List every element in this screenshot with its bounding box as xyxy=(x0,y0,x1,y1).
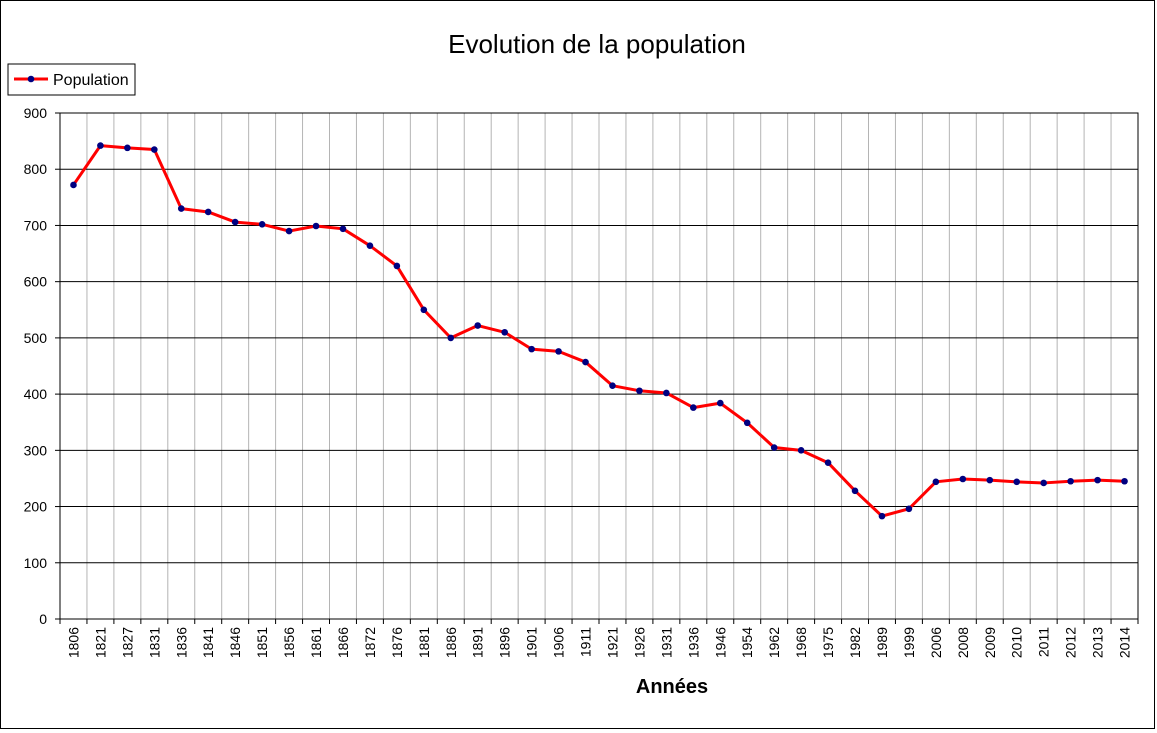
x-tick-label: 1896 xyxy=(497,627,513,658)
data-point xyxy=(986,476,994,484)
y-tick-label: 100 xyxy=(24,555,48,571)
x-tick-label: 1861 xyxy=(308,627,324,658)
data-point xyxy=(636,387,643,395)
data-point xyxy=(285,227,293,235)
data-point xyxy=(851,487,859,495)
x-tick-label: 1931 xyxy=(658,627,674,658)
data-point xyxy=(97,142,104,149)
data-point xyxy=(878,512,886,520)
data-point xyxy=(690,404,697,411)
x-tick-label: 1836 xyxy=(173,627,189,658)
data-point xyxy=(204,208,212,216)
data-point xyxy=(151,146,158,153)
x-tick-label: 1901 xyxy=(524,627,540,658)
x-tick-label: 1841 xyxy=(200,627,216,658)
data-point xyxy=(420,306,428,314)
data-point xyxy=(905,505,913,513)
data-point xyxy=(824,459,832,467)
legend-label: Population xyxy=(53,72,129,89)
data-point xyxy=(231,218,239,226)
data-point xyxy=(716,399,724,407)
data-point xyxy=(339,225,347,233)
x-tick-label: 1881 xyxy=(416,627,432,658)
x-tick-label: 1806 xyxy=(65,627,81,658)
data-point xyxy=(501,328,508,336)
data-point xyxy=(177,205,185,212)
data-point xyxy=(555,348,562,355)
data-point xyxy=(70,181,77,189)
data-point xyxy=(1094,476,1101,484)
x-tick-label: 1946 xyxy=(712,627,728,658)
data-point xyxy=(609,382,616,389)
data-point xyxy=(528,345,535,353)
data-point xyxy=(663,389,670,397)
data-point xyxy=(447,334,455,342)
x-tick-label: 1968 xyxy=(793,627,809,658)
x-tick-label: 1921 xyxy=(604,627,620,658)
x-tick-label: 1846 xyxy=(227,627,243,658)
x-tick-label: 1851 xyxy=(254,627,270,658)
x-tick-label: 1872 xyxy=(362,627,378,658)
data-point xyxy=(743,419,751,427)
x-tick-label: 2013 xyxy=(1090,627,1106,658)
x-tick-label: 1911 xyxy=(578,627,594,657)
x-tick-label: 1891 xyxy=(470,627,486,658)
x-tick-label: 2011 xyxy=(1036,627,1052,657)
data-point xyxy=(1013,478,1021,486)
x-tick-label: 1989 xyxy=(874,627,890,658)
data-point xyxy=(797,447,805,454)
y-tick-label: 600 xyxy=(24,274,48,290)
x-tick-label: 2006 xyxy=(928,627,944,658)
data-point xyxy=(474,322,482,329)
x-tick-label: 1936 xyxy=(685,627,701,658)
y-tick-label: 900 xyxy=(24,105,48,121)
x-axis-title: Années xyxy=(636,676,708,698)
x-tick-label: 1827 xyxy=(119,627,135,658)
data-point xyxy=(1121,477,1128,485)
x-tick-label: 2012 xyxy=(1063,627,1079,658)
plot-area: 0 100 200 300 400 500 600 700 800 900 1806 1821 1827… xyxy=(24,105,1139,658)
x-tick-label: 1831 xyxy=(146,627,162,658)
x-tick-label: 1954 xyxy=(739,627,755,658)
data-point xyxy=(393,262,401,270)
y-tick-label: 500 xyxy=(24,330,48,346)
x-tick-label: 2009 xyxy=(982,627,998,658)
y-tick-label: 0 xyxy=(39,611,47,627)
chart-title: Evolution de la population xyxy=(448,29,746,59)
data-point xyxy=(312,222,320,230)
data-point xyxy=(1067,477,1074,485)
data-point xyxy=(124,144,131,152)
y-tick-label: 300 xyxy=(24,442,48,458)
y-tick-label: 700 xyxy=(24,217,48,233)
x-tick-label: 1982 xyxy=(847,627,863,658)
data-point xyxy=(959,475,967,483)
y-tick-label: 200 xyxy=(24,499,48,515)
x-tick-label: 1886 xyxy=(443,627,459,658)
data-point xyxy=(770,444,778,451)
data-point xyxy=(582,358,589,366)
y-tick-label: 800 xyxy=(24,161,48,177)
x-tick-label: 1999 xyxy=(901,627,917,658)
x-tick-label: 2008 xyxy=(955,627,971,658)
x-tick-label: 1962 xyxy=(766,627,782,658)
x-tick-label: 1876 xyxy=(389,627,405,658)
data-point xyxy=(1040,479,1047,487)
data-point xyxy=(258,221,266,228)
x-tick-label: 1821 xyxy=(92,627,108,658)
x-tick-label: 1856 xyxy=(281,627,297,658)
x-tick-label: 2014 xyxy=(1117,627,1133,658)
x-tick-label: 1926 xyxy=(631,627,647,658)
data-point xyxy=(366,242,374,249)
legend: Population xyxy=(7,63,136,96)
x-tick-label: 2010 xyxy=(1009,627,1025,658)
data-point xyxy=(932,478,940,486)
x-tick-label: 1975 xyxy=(820,627,836,658)
x-tick-label: 1906 xyxy=(551,627,567,658)
x-tick-label: 1866 xyxy=(335,627,351,658)
y-tick-label: 400 xyxy=(24,386,48,402)
legend-marker-sample xyxy=(27,75,35,83)
series-line-population xyxy=(72,144,1125,518)
